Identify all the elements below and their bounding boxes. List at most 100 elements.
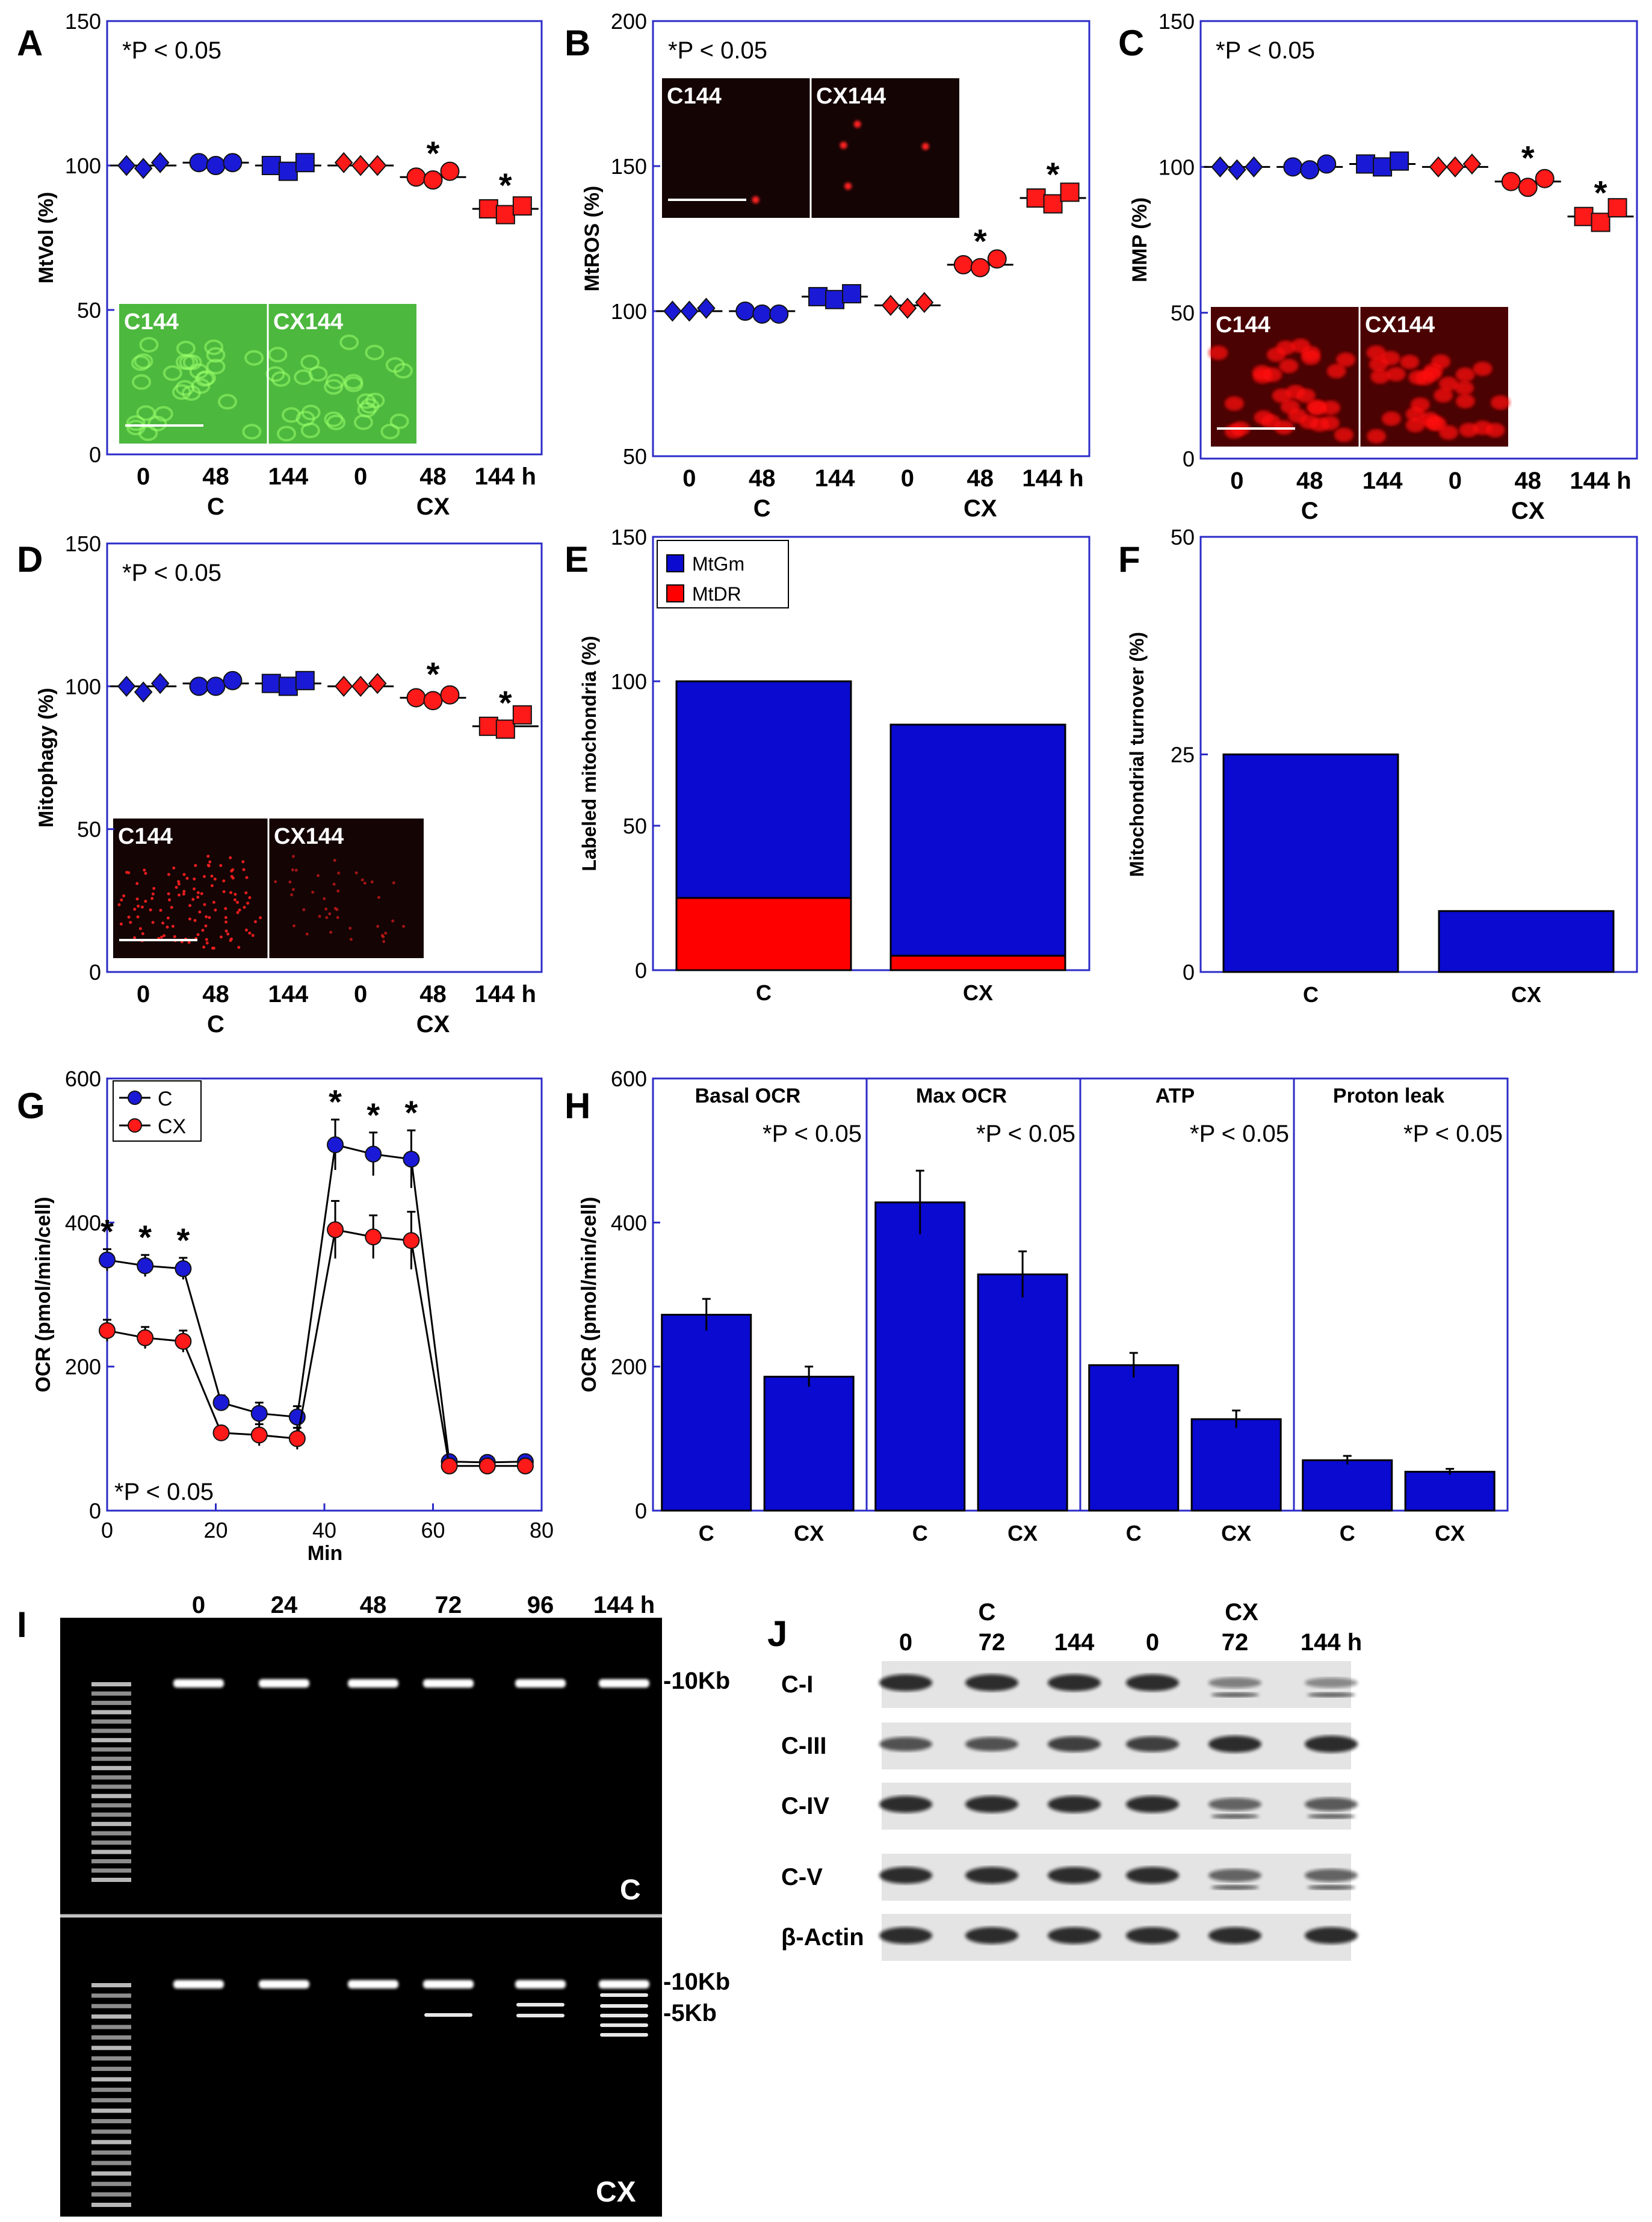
significance-star: *	[138, 1218, 152, 1256]
data-point	[365, 1228, 382, 1246]
micrograph-dot	[122, 894, 126, 898]
micrograph-cell	[1336, 352, 1356, 367]
legend-swatch	[666, 554, 684, 572]
y-tick-label: 25	[1171, 743, 1195, 767]
y-tick-label: 50	[77, 817, 101, 842]
y-tick-label: 50	[77, 298, 101, 323]
micrograph-dot	[244, 928, 248, 932]
data-point	[117, 155, 136, 176]
micrograph-cell	[1381, 411, 1401, 426]
micrograph-dot	[336, 916, 339, 920]
blot-band	[1048, 1736, 1101, 1752]
x-tick-label: 144 h	[475, 463, 536, 490]
panel-letter-f: F	[1118, 539, 1140, 580]
blot-lane-labels: 0 72 144 0 72 144 h	[899, 1629, 1362, 1656]
micrograph-dot	[138, 927, 142, 930]
significance-note: *P < 0.05	[114, 1479, 214, 1505]
significance-star: *	[329, 1083, 342, 1121]
blot-band	[1208, 1798, 1261, 1811]
data-point	[1283, 157, 1303, 177]
gel-lane-label: 96	[527, 1592, 554, 1618]
micrograph-dot	[159, 908, 162, 912]
blot-band	[965, 1867, 1018, 1884]
blot-lane-label: 144 h	[1301, 1629, 1362, 1656]
gel-lane-label: 48	[360, 1592, 387, 1618]
micrograph-cell	[1288, 408, 1308, 423]
blot-band	[879, 1674, 932, 1691]
micrograph-cell	[1381, 351, 1400, 366]
gel-ladder-band	[91, 1878, 131, 1882]
blot-lane-label: 72	[1222, 1629, 1249, 1656]
micrograph-dot	[244, 891, 248, 895]
micrograph-dot	[213, 877, 217, 881]
group-label: C	[753, 495, 771, 522]
y-tick-label: 400	[611, 1210, 647, 1235]
y-axis-label: Mitophagy (%)	[35, 688, 58, 828]
gel-ladder-band	[91, 1849, 131, 1854]
gel-band	[515, 1679, 566, 1688]
gel-ladder-band	[91, 2203, 131, 2207]
micrograph-dot	[166, 925, 169, 929]
y-tick-label: 150	[611, 525, 647, 549]
gel-band	[348, 1679, 398, 1688]
gel-ladder-band	[91, 1983, 131, 1987]
micrograph-cell	[1272, 388, 1292, 403]
data-point	[1356, 154, 1376, 174]
micrograph-dot	[144, 871, 147, 875]
gel-ladder-band	[91, 1719, 131, 1724]
micrograph-dot	[248, 896, 252, 899]
x-tick-label: 144	[815, 465, 855, 492]
data-point	[825, 289, 845, 309]
bar	[1190, 1418, 1282, 1512]
gel-band	[173, 1980, 224, 1988]
micrograph-dot	[205, 938, 208, 941]
gel-ladder-band	[91, 2087, 131, 2092]
data-point	[680, 300, 699, 322]
y-tick-label: 100	[1159, 155, 1195, 179]
micrograph-dot	[844, 182, 852, 190]
micrograph-dot	[205, 915, 208, 918]
blot-rows: C-I C-III C-IV C-V β-Actin	[781, 1661, 1358, 1961]
significance-note: *P < 0.05	[1216, 37, 1315, 64]
data-point	[423, 691, 443, 711]
micrograph-dot	[212, 946, 215, 950]
gel-ladder-band	[91, 2192, 131, 2197]
micrograph-cell	[1405, 418, 1425, 433]
y-tick-label: 0	[1183, 447, 1195, 471]
significance-star: *	[499, 166, 512, 204]
micrograph-dot	[177, 880, 181, 884]
micrograph-dot	[144, 900, 147, 903]
x-tick-label: 0	[1230, 468, 1243, 494]
micrograph-dot	[200, 892, 203, 896]
blot-band	[1126, 1736, 1179, 1752]
blot-band	[1126, 1674, 1179, 1691]
data-point	[137, 1257, 154, 1275]
micrograph-cell	[1438, 376, 1458, 391]
blot-strip	[882, 1783, 1351, 1830]
data-point	[1026, 188, 1046, 208]
bar	[1438, 910, 1615, 973]
y-tick-label: 0	[635, 1499, 647, 1523]
micrograph-dot	[323, 897, 326, 900]
micrograph-cell	[1276, 340, 1296, 355]
gel-band	[259, 1980, 309, 1988]
micrograph-dot	[354, 871, 358, 874]
y-tick-label: 0	[635, 958, 647, 983]
micrograph-dot	[193, 918, 197, 922]
gel-ladder-band	[91, 1822, 131, 1827]
micrograph-cell	[132, 374, 152, 390]
micrograph-dot	[349, 938, 353, 941]
y-tick-label: 600	[65, 1066, 101, 1091]
group-label: CX	[416, 1011, 450, 1038]
data-point	[212, 1424, 230, 1441]
micrograph-dot	[376, 924, 380, 928]
micrograph-dot	[384, 931, 388, 935]
y-tick-label: 50	[1171, 301, 1195, 326]
micrograph-dot	[370, 880, 374, 884]
gel-ladders	[91, 1682, 131, 2207]
gel-band	[599, 1679, 649, 1688]
y-axis-label: MMP (%)	[1128, 197, 1151, 282]
plot-frame	[106, 20, 543, 456]
chart-g-ocr-time: 0 200 400 600 OCR (pmol/min/cell) 0 20 40 60 80 Mi…	[32, 1066, 554, 1565]
